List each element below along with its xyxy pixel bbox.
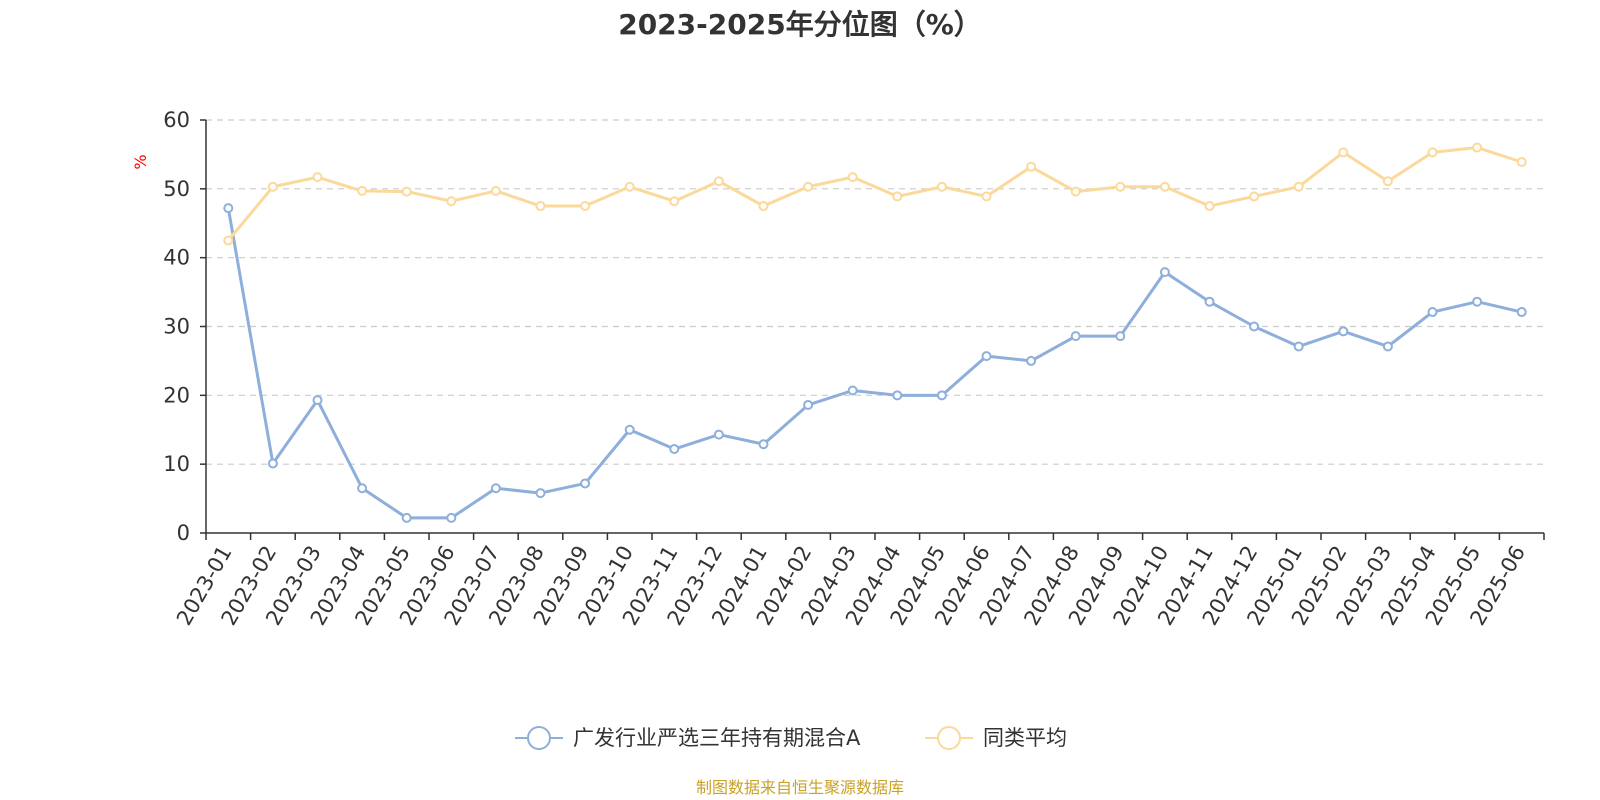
series-point[interactable] <box>1070 331 1081 342</box>
series-point[interactable] <box>312 395 323 406</box>
series-point[interactable] <box>490 483 501 494</box>
series-point[interactable] <box>580 478 591 489</box>
y-axis-unit-label: % <box>131 154 150 169</box>
series-point[interactable] <box>1115 181 1126 192</box>
legend-item-0[interactable]: 广发行业严选三年持有期混合A <box>515 726 861 750</box>
series-point[interactable] <box>1472 296 1483 307</box>
series-point[interactable] <box>535 488 546 499</box>
series-point[interactable] <box>1249 191 1260 202</box>
series-point[interactable] <box>1516 307 1527 318</box>
series-point[interactable] <box>401 186 412 197</box>
series-point[interactable] <box>1026 355 1037 366</box>
series-point[interactable] <box>847 172 858 183</box>
series-point[interactable] <box>669 196 680 207</box>
series-point[interactable] <box>892 191 903 202</box>
series-point[interactable] <box>1204 201 1215 212</box>
y-tick-label: 50 <box>163 177 190 201</box>
series-point[interactable] <box>1249 321 1260 332</box>
series-point[interactable] <box>535 201 546 212</box>
series-point[interactable] <box>803 181 814 192</box>
series-point[interactable] <box>1293 341 1304 352</box>
series-point[interactable] <box>847 385 858 396</box>
data-source-note: 制图数据来自恒生聚源数据库 <box>696 778 904 797</box>
axes: 01020304050602023-012023-022023-032023-0… <box>163 108 1545 629</box>
series-point[interactable] <box>1382 176 1393 187</box>
series-line <box>226 207 1523 520</box>
legend-item-1[interactable]: 同类平均 <box>925 726 1067 750</box>
legend-marker <box>527 726 551 750</box>
series-point[interactable] <box>312 172 323 183</box>
series-point[interactable] <box>981 351 992 362</box>
series-point[interactable] <box>803 399 814 410</box>
y-tick-label: 40 <box>163 246 190 270</box>
series-point[interactable] <box>1159 267 1170 278</box>
series-point[interactable] <box>1427 147 1438 158</box>
series-point[interactable] <box>1070 186 1081 197</box>
y-tick-label: 10 <box>163 452 190 476</box>
series-point[interactable] <box>1115 331 1126 342</box>
series-point[interactable] <box>669 444 680 455</box>
legend-marker <box>937 726 961 750</box>
legend[interactable]: 广发行业严选三年持有期混合A 同类平均 <box>515 726 1067 750</box>
series-point[interactable] <box>1338 147 1349 158</box>
series-point[interactable] <box>1204 296 1215 307</box>
series-point[interactable] <box>580 201 591 212</box>
series-point[interactable] <box>936 181 947 192</box>
chart-title: 2023-2025年分位图（%） <box>618 8 982 41</box>
series-point[interactable] <box>1338 326 1349 337</box>
series-point[interactable] <box>1382 341 1393 352</box>
series-point[interactable] <box>713 429 724 440</box>
series-point[interactable] <box>892 390 903 401</box>
series-0 <box>223 203 1527 523</box>
series-line <box>227 146 1523 242</box>
y-tick-label: 20 <box>163 383 190 407</box>
series-point[interactable] <box>357 185 368 196</box>
series-point[interactable] <box>357 483 368 494</box>
series-point[interactable] <box>490 185 501 196</box>
series-point[interactable] <box>1427 307 1438 318</box>
series-point[interactable] <box>446 196 457 207</box>
series-point[interactable] <box>1516 156 1527 167</box>
y-tick-label: 30 <box>163 315 190 339</box>
series-point[interactable] <box>713 176 724 187</box>
series-point[interactable] <box>1026 161 1037 172</box>
series-point[interactable] <box>936 390 947 401</box>
series-point[interactable] <box>223 203 234 214</box>
series-point[interactable] <box>267 181 278 192</box>
series-point[interactable] <box>401 512 412 523</box>
y-tick-label: 60 <box>163 108 190 132</box>
legend-label: 广发行业严选三年持有期混合A <box>573 726 861 750</box>
series-point[interactable] <box>1159 181 1170 192</box>
legend-label: 同类平均 <box>983 726 1067 750</box>
series-point[interactable] <box>624 181 635 192</box>
series-point[interactable] <box>1293 181 1304 192</box>
y-tick-label: 0 <box>177 521 190 545</box>
series-point[interactable] <box>758 439 769 450</box>
series-point[interactable] <box>981 191 992 202</box>
series-1 <box>223 142 1527 246</box>
series-point[interactable] <box>1472 142 1483 153</box>
series-point[interactable] <box>758 201 769 212</box>
series-point[interactable] <box>223 235 234 246</box>
series-lines <box>223 142 1527 523</box>
gridlines <box>206 119 1544 465</box>
series-point[interactable] <box>624 424 635 435</box>
series-point[interactable] <box>267 458 278 469</box>
series-point[interactable] <box>446 512 457 523</box>
